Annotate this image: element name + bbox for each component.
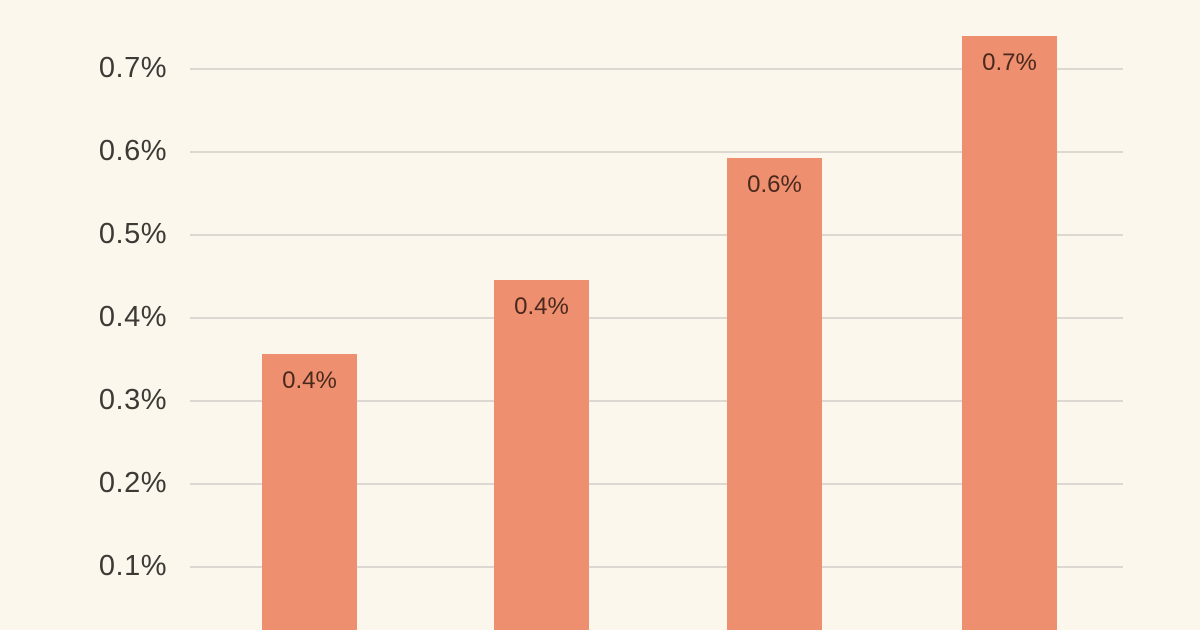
bar-value-label: 0.6% [747, 170, 802, 198]
bar [262, 353, 357, 630]
gridline [190, 566, 1123, 568]
bar-value-label: 0.4% [514, 292, 569, 320]
gridline [190, 317, 1123, 319]
y-axis-tick-label: 0.7% [98, 52, 167, 84]
y-axis-tick-label: 0.1% [98, 550, 167, 582]
y-axis-tick-label: 0.4% [98, 301, 167, 333]
y-axis-tick-label: 0.6% [98, 135, 167, 167]
bar [494, 279, 589, 630]
bar-value-label: 0.4% [282, 366, 337, 394]
bar-value-label: 0.7% [982, 48, 1037, 76]
y-axis-tick-label: 0.2% [98, 467, 167, 499]
y-axis-tick-label: 0.5% [98, 218, 167, 250]
gridline [190, 68, 1123, 70]
gridline [190, 234, 1123, 236]
gridline [190, 483, 1123, 485]
bar [727, 157, 822, 630]
bar [962, 35, 1057, 630]
y-axis-tick-label: 0.3% [98, 384, 167, 416]
gridline [190, 151, 1123, 153]
gridline [190, 400, 1123, 402]
